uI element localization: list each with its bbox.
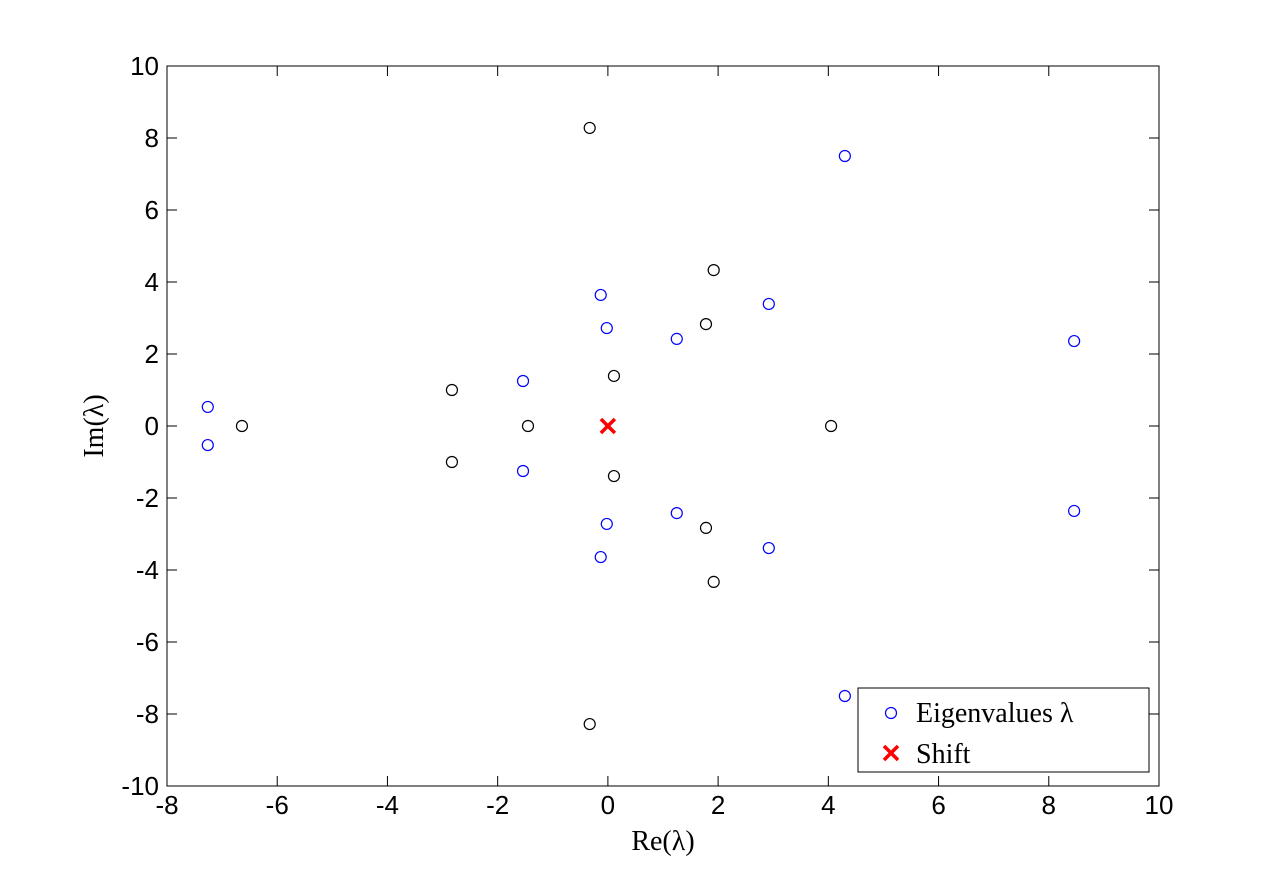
y-tick-label: -6 <box>136 627 159 657</box>
data-point-series-1 <box>594 288 607 302</box>
x-tick-label: 4 <box>821 790 835 820</box>
data-point-series-1 <box>838 149 851 163</box>
data-point-series-0 <box>707 264 720 277</box>
legend-label-shift: Shift <box>916 739 971 770</box>
x-tick-label: -2 <box>486 790 509 820</box>
data-point-series-0 <box>607 469 621 483</box>
x-tick-label: 10 <box>1145 790 1174 820</box>
data-point-series-1 <box>838 689 851 703</box>
data-point-series-0 <box>707 575 720 588</box>
y-tick-label: 6 <box>145 195 159 225</box>
x-axis-label: Re(λ) <box>631 826 694 857</box>
data-point-series-0 <box>607 369 621 383</box>
data-point-series-1 <box>594 550 607 564</box>
data-point-series-1 <box>1068 334 1081 348</box>
data-point-series-1 <box>600 517 613 531</box>
data-point-series-1 <box>1068 504 1081 518</box>
data-point-series-0 <box>583 717 596 731</box>
data-point-series-1 <box>762 297 775 311</box>
legend-label-eigenvalues: Eigenvalues λ <box>916 698 1074 729</box>
data-point-series-0 <box>699 521 713 534</box>
data-point-series-1 <box>516 464 530 478</box>
legend-marker-eigenvalues <box>884 706 898 720</box>
data-point-series-1 <box>762 541 775 555</box>
data-point-series-0 <box>699 318 713 331</box>
y-tick-label: 8 <box>145 123 159 153</box>
legend <box>857 687 1150 773</box>
x-tick-label: 8 <box>1042 790 1056 820</box>
y-tick-label: 0 <box>145 411 159 441</box>
y-tick-label: -2 <box>136 483 159 513</box>
x-tick-label: -6 <box>266 790 289 820</box>
data-point-series-1 <box>516 374 530 388</box>
x-tick-label: 0 <box>601 790 615 820</box>
legend-marker-shift <box>882 744 900 762</box>
x-tick-label: -4 <box>376 790 399 820</box>
data-point-series-2 <box>599 417 617 435</box>
y-tick-label: 4 <box>145 267 159 297</box>
data-point-series-1 <box>201 438 214 452</box>
y-axis-label: Im(λ) <box>79 394 110 457</box>
x-tick-label: 6 <box>931 790 945 820</box>
x-tick-label: 2 <box>711 790 725 820</box>
x-tick-label: -8 <box>155 790 178 820</box>
data-point-series-1 <box>670 332 683 345</box>
data-point-series-0 <box>824 419 838 433</box>
data-point-series-0 <box>445 455 459 469</box>
plot-area <box>166 65 1160 787</box>
y-tick-label: 2 <box>145 339 159 369</box>
data-point-series-1 <box>670 507 683 520</box>
data-point-series-0 <box>521 419 535 433</box>
data-point-series-1 <box>201 400 214 414</box>
y-tick-label: 10 <box>130 51 159 81</box>
data-point-series-0 <box>583 121 596 135</box>
data-point-series-0 <box>235 419 249 433</box>
y-tick-label: -8 <box>136 699 159 729</box>
data-point-series-1 <box>600 321 613 335</box>
y-tick-label: -4 <box>136 555 159 585</box>
data-point-series-0 <box>445 383 459 397</box>
y-tick-label: -10 <box>121 771 159 801</box>
